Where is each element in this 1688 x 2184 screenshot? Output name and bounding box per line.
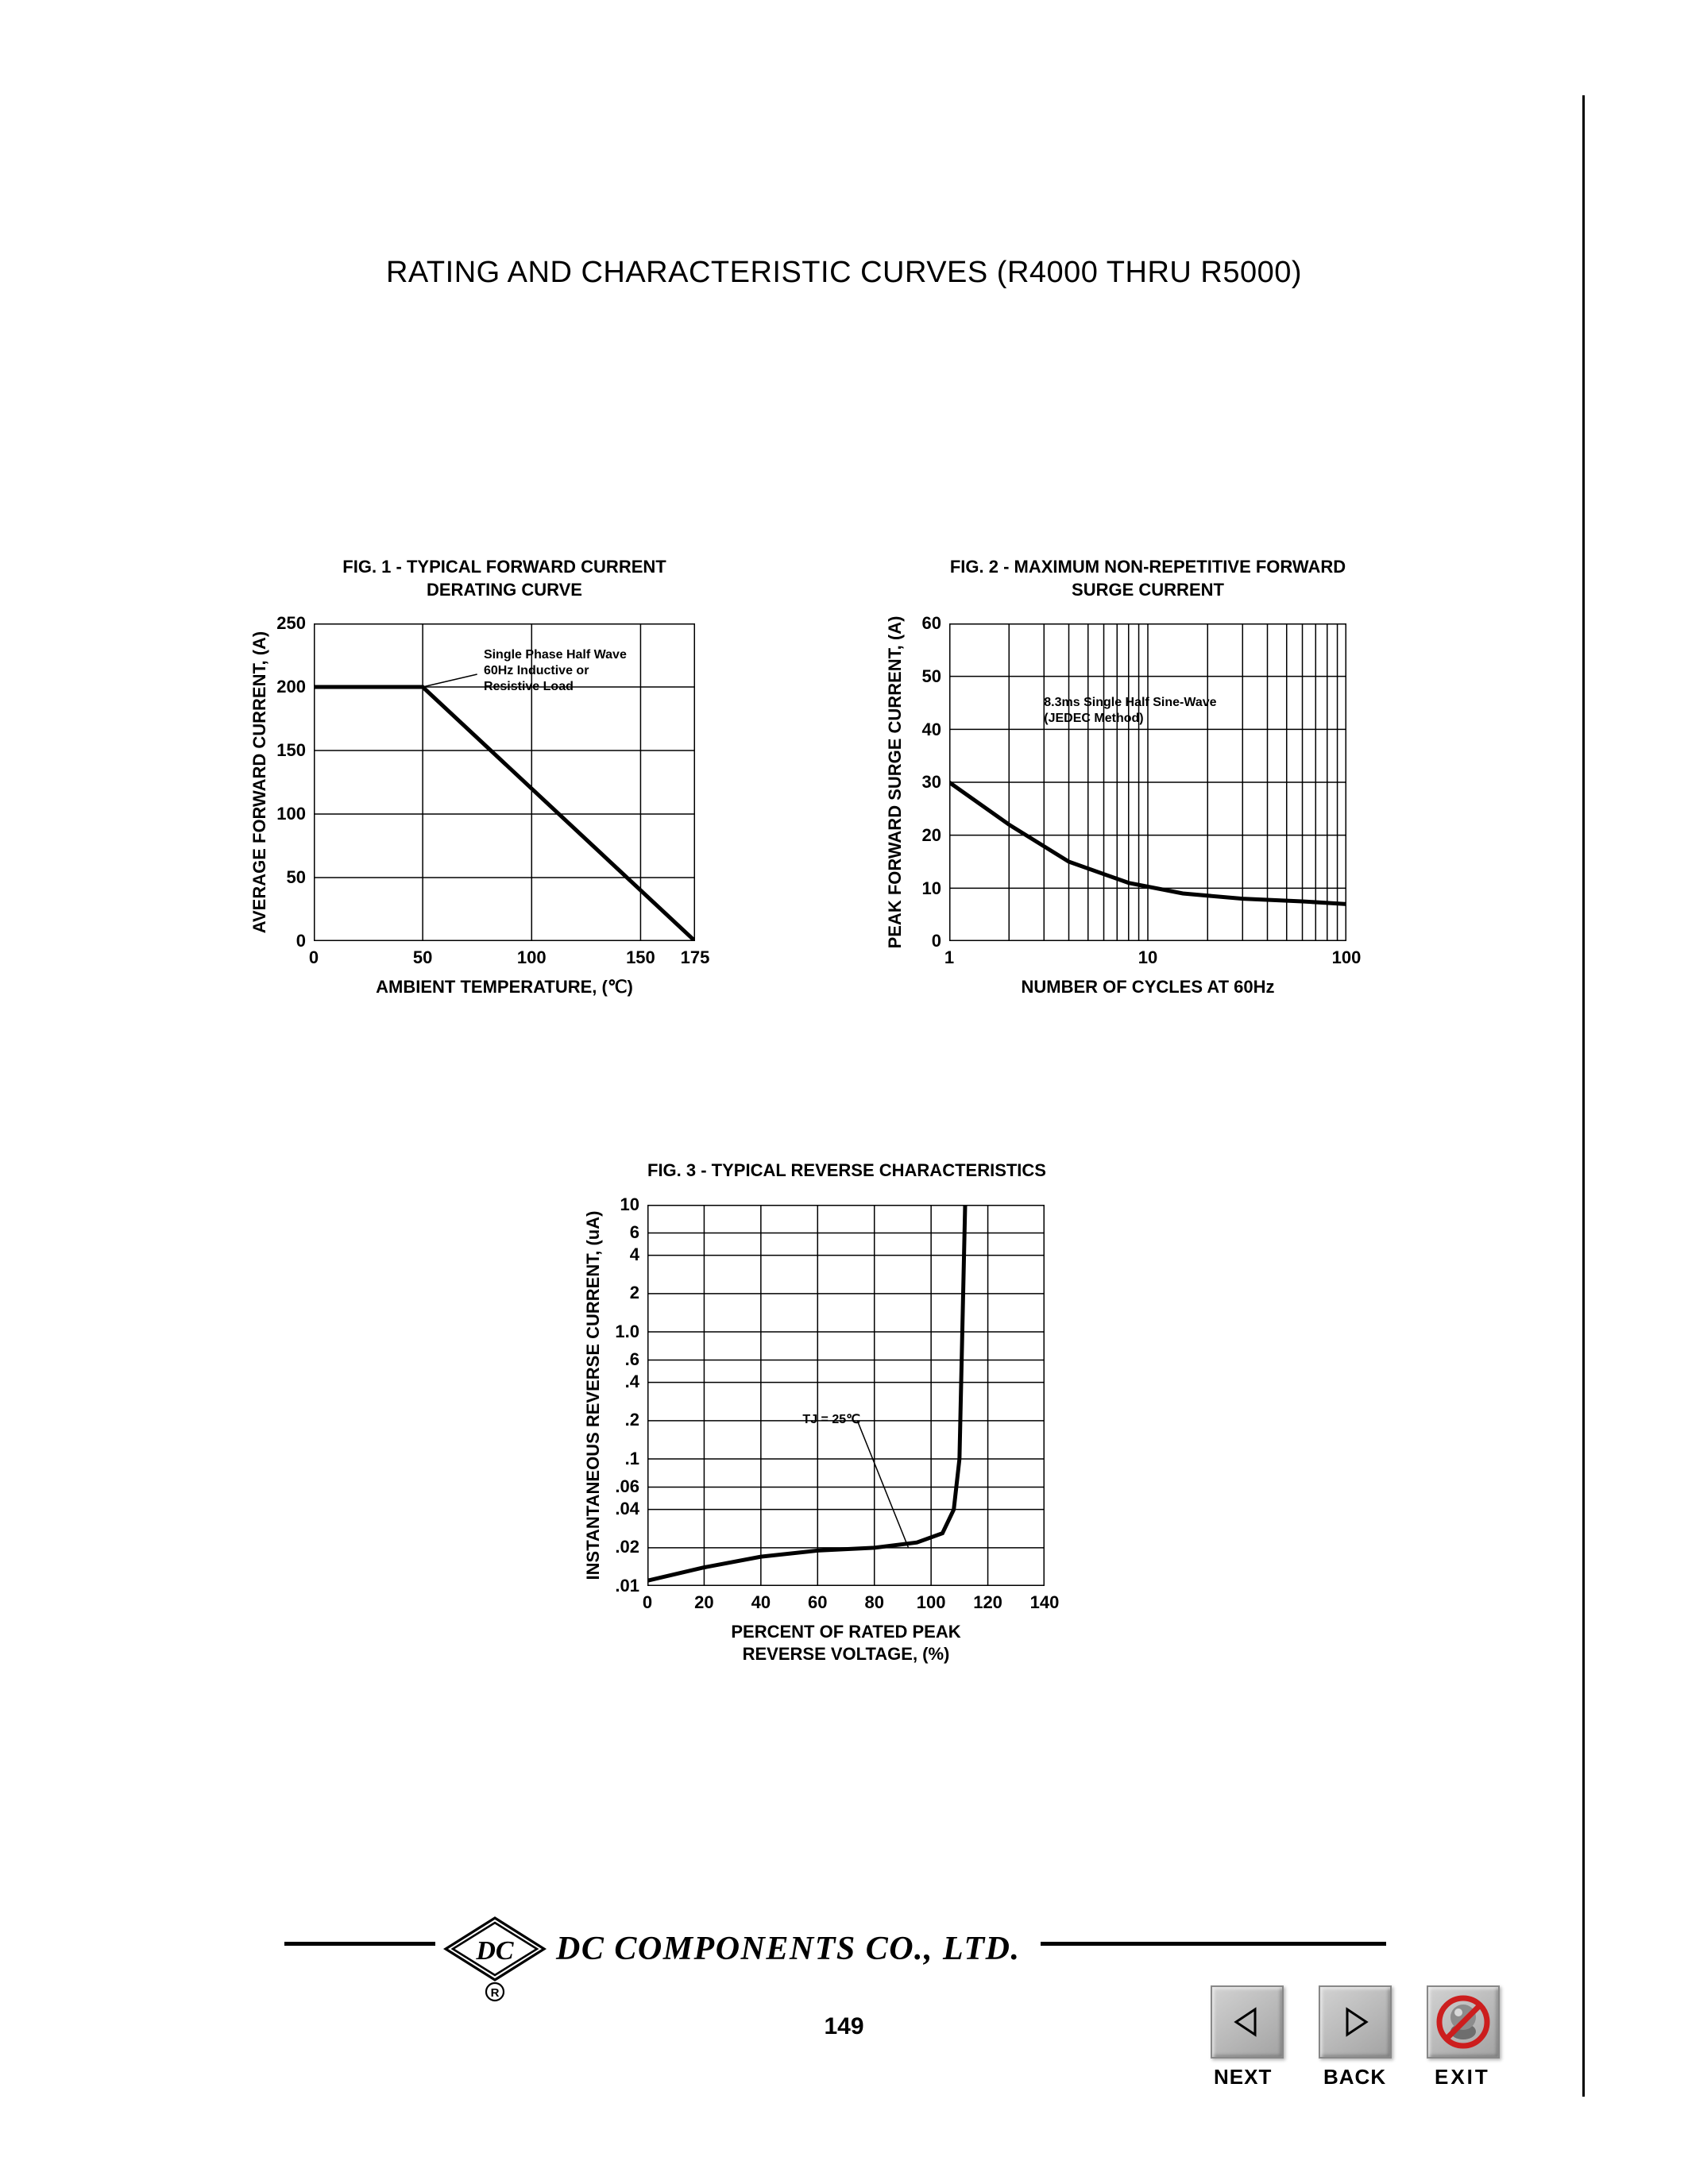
- fig3-x-tick: 120: [973, 1592, 1002, 1613]
- fig1-y-tick: 50: [287, 867, 306, 888]
- fig1-y-tick: 100: [276, 804, 306, 824]
- fig3-x-tick: 140: [1030, 1592, 1060, 1613]
- fig3-x-tick: 20: [694, 1592, 713, 1613]
- fig3-y-tick: .4: [625, 1372, 639, 1392]
- fig3-y-tick: 10: [620, 1194, 639, 1215]
- fig3-y-tick: .01: [615, 1576, 639, 1596]
- fig1-y-label: AVERAGE FORWARD CURRENT, (A): [249, 631, 270, 934]
- fig1-title: FIG. 1 - TYPICAL FORWARD CURRENT DERATIN…: [314, 556, 695, 601]
- fig2-y-tick: 40: [922, 720, 941, 740]
- fig2-y-tick: 60: [922, 613, 941, 634]
- fig1-y-tick: 200: [276, 677, 306, 697]
- fig2-annotation: 8.3ms Single Half Sine-Wave (JEDEC Metho…: [1044, 695, 1216, 727]
- fig3-y-label: INSTANTANEOUS REVERSE CURRENT, (uA): [583, 1210, 604, 1580]
- next-button[interactable]: [1211, 1985, 1284, 2059]
- fig3-title: FIG. 3 - TYPICAL REVERSE CHARACTERISTICS: [647, 1160, 1046, 1183]
- back-label: BACK: [1323, 2065, 1386, 2089]
- fig2-y-tick: 20: [922, 825, 941, 846]
- fig3-y-tick: .6: [625, 1349, 639, 1370]
- fig3-y-tick: 6: [630, 1222, 639, 1243]
- fig2-y-label: PEAK FORWARD SURGE CURRENT, (A): [885, 616, 906, 949]
- fig3-y-tick: 2: [630, 1283, 639, 1303]
- fig1-title-line2: DERATING CURVE: [427, 580, 582, 600]
- fig1-x-tick: 0: [309, 947, 319, 968]
- fig2-y-tick: 0: [932, 931, 941, 951]
- company-name: DC COMPONENTS CO., LTD.: [556, 1930, 1020, 1968]
- fig2-block: FIG. 2 - MAXIMUM NON-REPETITIVE FORWARD …: [949, 556, 1346, 941]
- fig3-title-line1: FIG. 3 - TYPICAL REVERSE CHARACTERISTICS: [647, 1160, 1046, 1180]
- fig3-x-tick: 0: [643, 1592, 652, 1613]
- fig3-y-tick: .06: [615, 1476, 639, 1497]
- fig2-y-tick: 10: [922, 878, 941, 899]
- page-title: RATING AND CHARACTERISTIC CURVES (R4000 …: [0, 256, 1688, 290]
- right-margin-rule: [1582, 95, 1585, 2097]
- fig2-x-tick: 100: [1332, 947, 1362, 968]
- fig2-y-tick: 30: [922, 772, 941, 793]
- exit-button[interactable]: [1427, 1985, 1500, 2059]
- fig1-block: FIG. 1 - TYPICAL FORWARD CURRENT DERATIN…: [314, 556, 695, 941]
- back-button[interactable]: [1319, 1985, 1392, 2059]
- svg-text:R: R: [491, 1986, 500, 2000]
- fig1-x-tick: 150: [626, 947, 655, 968]
- fig3-x-tick: 80: [864, 1592, 883, 1613]
- fig2-plot: 1101000102030405060NUMBER OF CYCLES AT 6…: [949, 623, 1346, 941]
- fig1-x-tick: 175: [681, 947, 710, 968]
- svg-text:DC: DC: [475, 1936, 514, 1966]
- fig3-x-label: PERCENT OF RATED PEAKREVERSE VOLTAGE, (%…: [647, 1621, 1045, 1666]
- fig2-y-tick: 50: [922, 666, 941, 687]
- fig1-plot: 050100150175050100150200250AMBIENT TEMPE…: [314, 623, 695, 941]
- fig1-y-tick: 150: [276, 740, 306, 761]
- fig2-title: FIG. 2 - MAXIMUM NON-REPETITIVE FORWARD …: [949, 556, 1346, 601]
- fig3-x-tick: 40: [751, 1592, 771, 1613]
- fig2-x-tick: 10: [1138, 947, 1157, 968]
- fig1-annotation: Single Phase Half Wave 60Hz Inductive or…: [484, 647, 627, 695]
- fig3-y-tick: .1: [625, 1449, 639, 1469]
- fig3-y-tick: 4: [630, 1244, 639, 1265]
- fig2-title-line1: FIG. 2 - MAXIMUM NON-REPETITIVE FORWARD: [950, 557, 1346, 577]
- fig3-y-tick: .02: [615, 1537, 639, 1557]
- fig3-y-tick: .04: [615, 1499, 639, 1519]
- fig3-plot: 020406080100120140106421.0.6.4.2.1.06.04…: [647, 1205, 1045, 1586]
- next-label: NEXT: [1214, 2065, 1272, 2089]
- triangle-left-icon: [1228, 2003, 1266, 2041]
- fig1-x-tick: 100: [517, 947, 547, 968]
- company-logo: DC R: [443, 1916, 547, 2007]
- footer-rule-left: [284, 1942, 435, 1946]
- datasheet-page: RATING AND CHARACTERISTIC CURVES (R4000 …: [0, 0, 1688, 2184]
- fig3-x-tick: 100: [917, 1592, 946, 1613]
- fig3-y-tick: .2: [625, 1410, 639, 1430]
- fig3-block: FIG. 3 - TYPICAL REVERSE CHARACTERISTICS…: [647, 1160, 1046, 1586]
- fig3-annotation: TJ = 25℃: [802, 1412, 860, 1428]
- fig2-x-label: NUMBER OF CYCLES AT 60Hz: [949, 976, 1346, 999]
- fig3-x-tick: 60: [808, 1592, 827, 1613]
- fig1-y-tick: 250: [276, 613, 306, 634]
- exit-label: EXIT: [1435, 2065, 1490, 2089]
- exit-icon: [1435, 1993, 1492, 2051]
- fig2-x-tick: 1: [944, 947, 954, 968]
- fig1-x-tick: 50: [413, 947, 432, 968]
- footer-rule-right: [1041, 1942, 1386, 1946]
- fig3-y-tick: 1.0: [615, 1322, 639, 1342]
- fig1-x-label: AMBIENT TEMPERATURE, (℃): [314, 976, 695, 999]
- fig1-y-tick: 0: [296, 931, 306, 951]
- fig1-title-line1: FIG. 1 - TYPICAL FORWARD CURRENT: [342, 557, 666, 577]
- triangle-right-icon: [1336, 2003, 1374, 2041]
- fig2-title-line2: SURGE CURRENT: [1072, 580, 1224, 600]
